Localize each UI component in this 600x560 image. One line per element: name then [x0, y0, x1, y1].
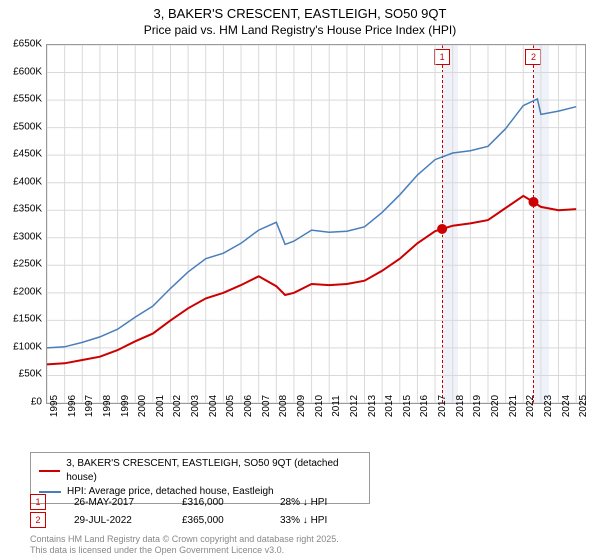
x-tick-label: 2011 — [331, 395, 342, 417]
y-tick-label: £500K — [13, 121, 42, 132]
x-tick-label: 2014 — [384, 395, 395, 417]
y-tick-label: £350K — [13, 204, 42, 215]
x-tick-label: 2020 — [490, 395, 501, 417]
sale-row-1: 1 26-MAY-2017 £316,000 28% ↓ HPI — [30, 494, 327, 510]
x-tick-label: 2001 — [155, 395, 166, 417]
chart-container: 3, BAKER'S CRESCENT, EASTLEIGH, SO50 9QT… — [0, 0, 600, 560]
sale-marker-point — [528, 197, 538, 207]
x-tick-label: 2006 — [243, 395, 254, 417]
sale-row-2: 2 29-JUL-2022 £365,000 33% ↓ HPI — [30, 512, 327, 528]
x-tick-label: 2022 — [525, 395, 536, 417]
sale-date-1: 26-MAY-2017 — [74, 497, 154, 508]
chart-area: 12 £0£50K£100K£150K£200K£250K£300K£350K£… — [46, 44, 586, 404]
legend-swatch-2 — [39, 491, 61, 493]
x-tick-label: 2004 — [208, 395, 219, 417]
chart-subtitle: Price paid vs. HM Land Registry's House … — [0, 21, 600, 41]
y-tick-label: £300K — [13, 231, 42, 242]
x-tick-label: 2003 — [190, 395, 201, 417]
sale-marker-2: 2 — [30, 512, 46, 528]
x-tick-label: 2008 — [278, 395, 289, 417]
x-tick-label: 2012 — [349, 395, 360, 417]
y-tick-label: £400K — [13, 176, 42, 187]
sale-vs-hpi-2: 33% ↓ HPI — [280, 515, 327, 526]
attribution: Contains HM Land Registry data © Crown c… — [30, 534, 339, 556]
x-tick-label: 2017 — [437, 395, 448, 417]
x-tick-label: 1997 — [84, 395, 95, 417]
y-tick-label: £600K — [13, 66, 42, 77]
sale-price-2: £365,000 — [182, 515, 252, 526]
x-tick-label: 1999 — [120, 395, 131, 417]
sale-date-2: 29-JUL-2022 — [74, 515, 154, 526]
y-tick-label: £150K — [13, 314, 42, 325]
x-tick-label: 2016 — [419, 395, 430, 417]
y-tick-label: £650K — [13, 39, 42, 50]
plot-svg — [47, 45, 585, 403]
chart-title: 3, BAKER'S CRESCENT, EASTLEIGH, SO50 9QT — [0, 0, 600, 21]
x-tick-label: 2010 — [314, 395, 325, 417]
x-tick-label: 2000 — [137, 395, 148, 417]
x-tick-label: 2025 — [578, 395, 589, 417]
legend-label-1: 3, BAKER'S CRESCENT, EASTLEIGH, SO50 9QT… — [66, 457, 361, 485]
plot-area: 12 — [46, 44, 586, 404]
x-tick-label: 2007 — [261, 395, 272, 417]
sale-marker-point — [437, 224, 447, 234]
x-tick-label: 2005 — [225, 395, 236, 417]
sale-marker-1: 1 — [30, 494, 46, 510]
x-tick-label: 2018 — [455, 395, 466, 417]
x-tick-label: 2024 — [561, 395, 572, 417]
y-tick-label: £100K — [13, 341, 42, 352]
x-tick-label: 2013 — [367, 395, 378, 417]
y-tick-label: £250K — [13, 259, 42, 270]
y-tick-label: £550K — [13, 94, 42, 105]
x-tick-label: 2015 — [402, 395, 413, 417]
attribution-line-2: This data is licensed under the Open Gov… — [30, 545, 339, 556]
x-tick-label: 2021 — [508, 395, 519, 417]
y-tick-label: £0 — [31, 397, 42, 408]
x-tick-label: 2009 — [296, 395, 307, 417]
legend-item-price-paid: 3, BAKER'S CRESCENT, EASTLEIGH, SO50 9QT… — [39, 457, 361, 485]
x-tick-label: 2002 — [172, 395, 183, 417]
y-tick-label: £200K — [13, 286, 42, 297]
x-tick-label: 1995 — [49, 395, 60, 417]
x-tick-label: 2023 — [543, 395, 554, 417]
sale-price-1: £316,000 — [182, 497, 252, 508]
y-tick-label: £50K — [19, 369, 42, 380]
x-tick-label: 1998 — [102, 395, 113, 417]
legend-swatch-1 — [39, 470, 60, 472]
sale-vs-hpi-1: 28% ↓ HPI — [280, 497, 327, 508]
y-tick-label: £450K — [13, 149, 42, 160]
x-tick-label: 2019 — [472, 395, 483, 417]
x-tick-label: 1996 — [67, 395, 78, 417]
attribution-line-1: Contains HM Land Registry data © Crown c… — [30, 534, 339, 545]
